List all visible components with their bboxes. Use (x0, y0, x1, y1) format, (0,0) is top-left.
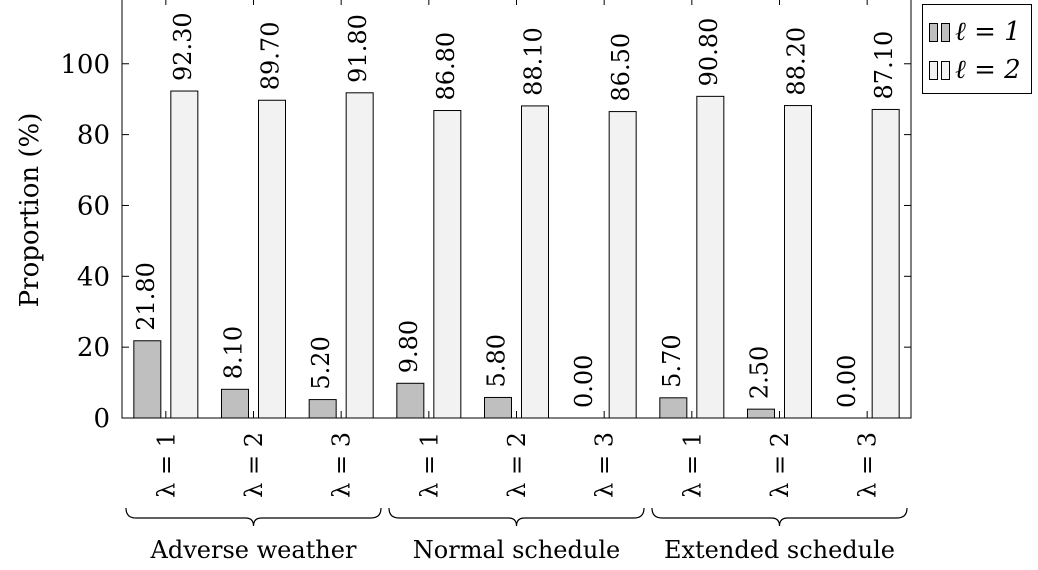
legend-swatch-series-1-b (941, 22, 950, 42)
legend-swatch-series-2-b (941, 60, 950, 80)
data-label: 5.20 (307, 336, 335, 389)
data-label: 91.80 (344, 14, 372, 83)
x-tick-label: λ = 2 (240, 432, 268, 498)
bar (258, 99, 286, 419)
data-label: 9.80 (395, 320, 423, 373)
bar (396, 382, 425, 419)
legend-label-series-2: ℓ = 2 (955, 55, 1021, 85)
group-brace (125, 507, 382, 527)
bar (133, 340, 162, 419)
x-tick-label: λ = 2 (766, 432, 794, 498)
data-label: 92.30 (169, 12, 197, 81)
data-label: 0.00 (570, 355, 598, 408)
x-tick-label: λ = 3 (328, 432, 356, 498)
y-tick-label: 0 (93, 404, 110, 434)
bar (170, 90, 199, 419)
data-label: 86.80 (432, 32, 460, 101)
bar (433, 110, 462, 419)
group-label: Extended schedule (664, 536, 895, 564)
x-tick-label: λ = 3 (591, 432, 619, 498)
bar (484, 396, 512, 419)
data-label: 2.50 (746, 346, 774, 399)
legend-swatch-series-1 (929, 22, 938, 42)
y-tick-label: 20 (77, 333, 110, 363)
data-label: 0.00 (833, 355, 861, 408)
x-tick-label: λ = 3 (854, 432, 882, 498)
data-label: 87.10 (870, 31, 898, 100)
bar (308, 399, 337, 419)
group-brace (651, 507, 908, 527)
data-label: 8.10 (220, 326, 248, 379)
bar (521, 105, 549, 419)
data-label: 21.80 (132, 262, 160, 331)
y-tick-label: 60 (77, 191, 110, 221)
bar (659, 397, 688, 419)
legend-item-series-2: ℓ = 2 (929, 53, 1021, 87)
data-label: 88.10 (520, 27, 548, 96)
data-label: 5.80 (483, 334, 511, 387)
y-tick-label: 80 (77, 121, 110, 151)
data-label: 89.70 (257, 22, 285, 91)
bar (345, 92, 374, 419)
legend-item-series-1: ℓ = 1 (929, 15, 1021, 49)
legend-swatch-series-2 (929, 60, 938, 80)
y-axis-label: Proportion (%) (15, 113, 45, 308)
x-tick-label: λ = 1 (415, 432, 443, 498)
data-label: 90.80 (695, 18, 723, 87)
legend-label-series-1: ℓ = 1 (955, 17, 1021, 47)
group-label: Normal schedule (413, 536, 620, 564)
bar (696, 95, 725, 419)
y-tick-label: 40 (77, 262, 110, 292)
data-label: 86.50 (607, 33, 635, 102)
group-brace (388, 507, 645, 527)
data-label: 5.70 (658, 334, 686, 387)
x-tick-label: λ = 1 (678, 432, 706, 498)
x-tick-label: λ = 1 (152, 432, 180, 498)
data-label: 88.20 (783, 27, 811, 96)
bar (747, 408, 775, 419)
group-label: Adverse weather (150, 536, 357, 564)
bar (608, 111, 637, 419)
bar (784, 105, 812, 419)
x-tick-label: λ = 2 (503, 432, 531, 498)
bar (221, 388, 249, 419)
bar (871, 108, 900, 419)
y-tick-label: 100 (60, 50, 110, 80)
legend: ℓ = 1 ℓ = 2 (922, 4, 1032, 94)
